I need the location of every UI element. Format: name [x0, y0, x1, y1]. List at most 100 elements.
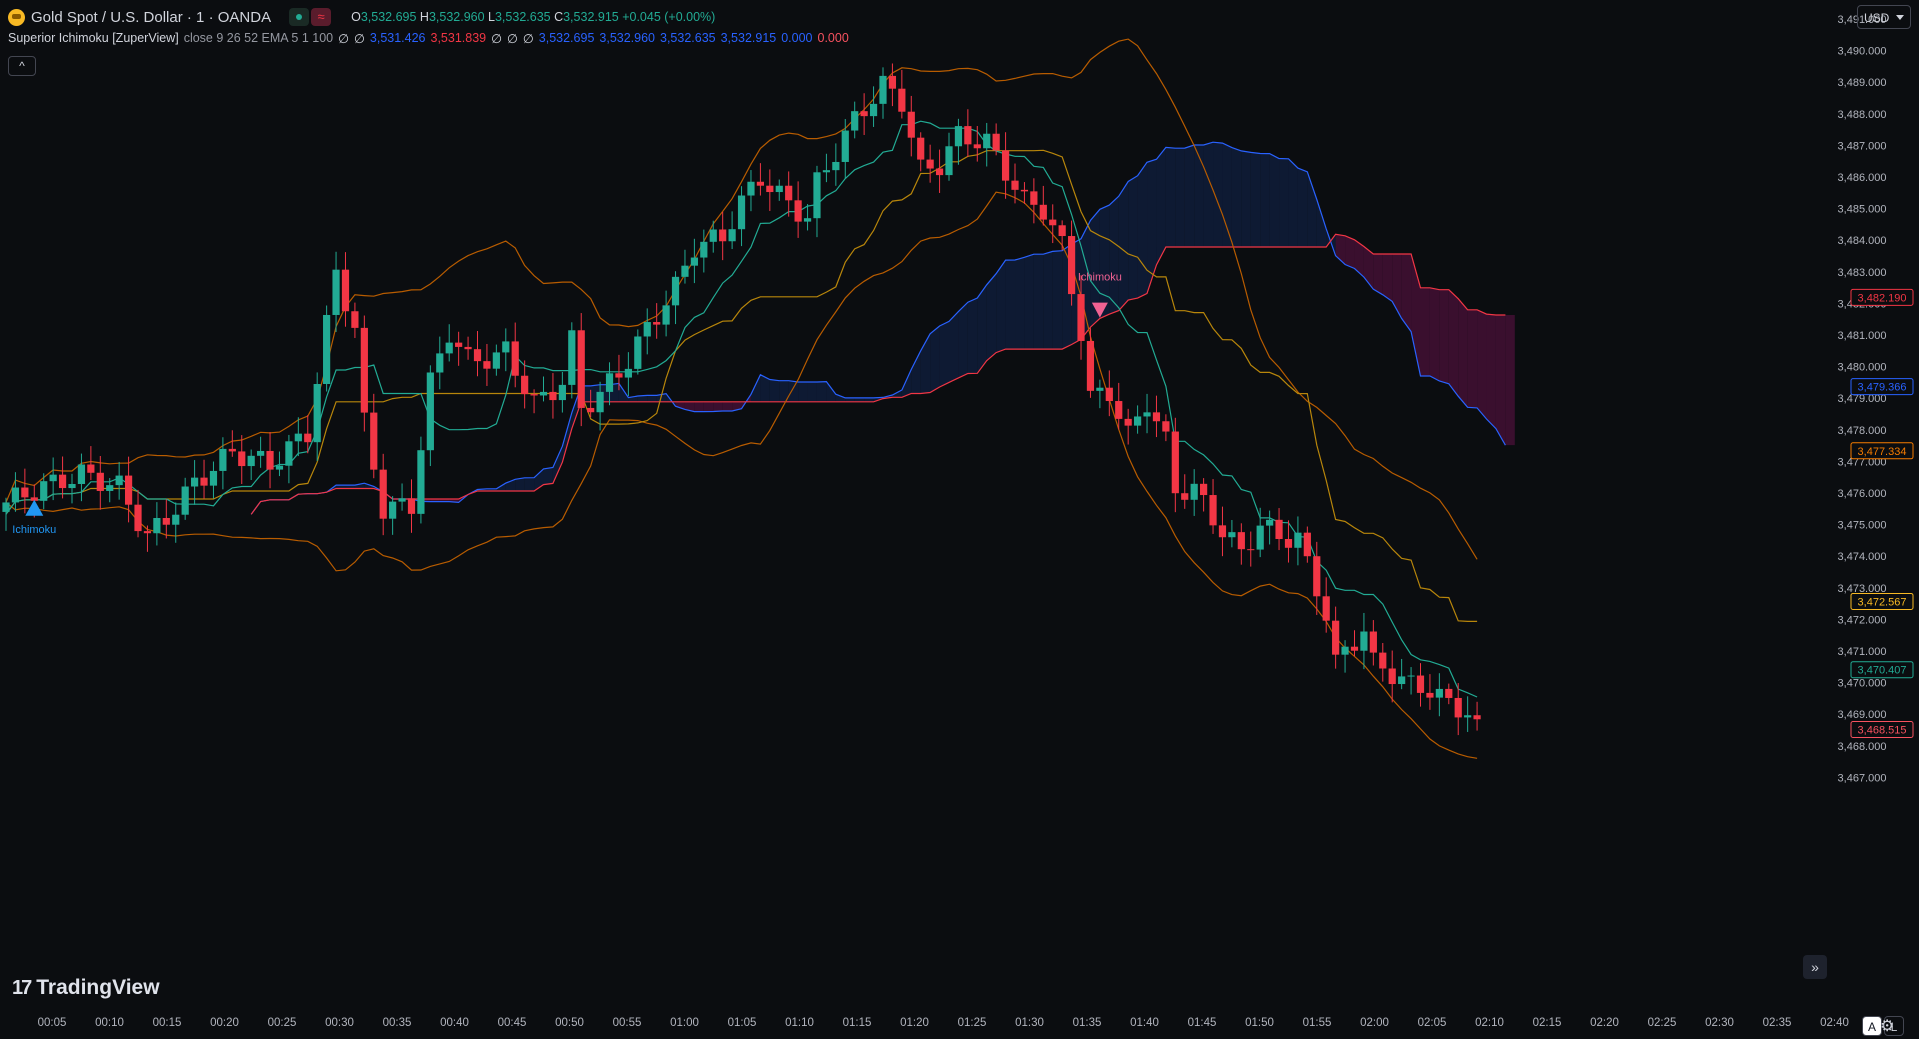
indicator-values: ∅ ∅ 3,531.426 3,531.839 ∅ ∅ ∅ 3,532.695 3,532.96… — [338, 31, 849, 46]
candle-body — [511, 341, 519, 376]
cloud-segment — [750, 374, 761, 402]
candle-body — [860, 111, 868, 117]
cloud-segment — [826, 381, 836, 402]
candle-body — [1049, 219, 1057, 226]
cloud-segment — [996, 260, 1006, 353]
cloud-segment — [1213, 142, 1223, 247]
open-value: 3,532.695 — [360, 10, 417, 24]
price-label: 3,468.515 — [1858, 724, 1907, 736]
market-status-pill[interactable]: ≈ — [289, 8, 332, 26]
lower-band — [5, 191, 1478, 759]
candle-body — [935, 168, 944, 176]
cloud-segment — [684, 401, 695, 412]
y-tick-label: 3,469.000 — [1838, 709, 1887, 721]
candle-body — [605, 373, 614, 392]
cloud-segment — [1495, 315, 1506, 446]
candle-body — [785, 185, 793, 201]
candle-body — [766, 185, 774, 193]
cloud-segment — [1015, 257, 1025, 350]
indicator-legend[interactable]: Superior Ichimoku [ZuperView] close 9 26… — [8, 31, 849, 46]
cloud-segment — [1316, 199, 1327, 247]
indicator-value: 3,531.839 — [430, 31, 487, 45]
high-value: 3,532.960 — [428, 10, 485, 24]
candle-body — [1266, 519, 1274, 526]
y-tick-label: 3,480.000 — [1838, 362, 1887, 374]
candle-body — [964, 126, 972, 145]
cloud-segment — [779, 380, 789, 402]
candle-body — [1105, 387, 1113, 402]
candle-body — [1416, 675, 1425, 693]
y-tick-label: 3,490.000 — [1838, 46, 1887, 58]
candle-body — [389, 501, 397, 519]
candle-body — [1275, 519, 1283, 540]
cloud-segment — [1439, 289, 1449, 384]
cloud-segment — [713, 401, 723, 412]
cloud-segment — [637, 395, 648, 402]
collapse-legend-button[interactable]: ^ — [8, 56, 36, 76]
y-tick-label: 3,481.000 — [1838, 330, 1887, 342]
candle-body — [1313, 556, 1321, 597]
cloud-segment — [1297, 168, 1308, 247]
x-tick-label: 00:15 — [153, 1017, 182, 1029]
candle-body — [747, 181, 755, 196]
cloud-segment — [864, 397, 874, 402]
cloud-segment — [1354, 239, 1364, 278]
candle-body — [1435, 688, 1443, 698]
cloud-segment — [1128, 175, 1138, 301]
candle-body — [1115, 401, 1123, 419]
cloud-segment — [703, 401, 714, 412]
y-tick-label: 3,470.000 — [1838, 678, 1887, 690]
candle-body — [1181, 493, 1189, 500]
x-tick-label: 02:15 — [1533, 1017, 1562, 1029]
y-tick-label: 3,467.000 — [1838, 772, 1887, 784]
candle-body — [539, 391, 548, 396]
candle-body — [926, 159, 934, 169]
candle-body — [700, 241, 708, 258]
cloud-segment — [1005, 259, 1016, 350]
log-scale-button[interactable]: L — [1884, 1016, 1904, 1036]
time-axis[interactable]: 00:05 00:10 00:15 00:20 00:25 00:30 00:35 00:40… — [38, 1017, 1849, 1029]
candle-body — [558, 384, 566, 401]
cloud-segment — [949, 311, 959, 383]
currency-select[interactable]: USD — [1857, 5, 1911, 29]
ichimoku-cloud — [251, 142, 1515, 515]
candle-body — [455, 342, 463, 347]
price-axis[interactable]: 3,491.000 3,490.000 3,489.000 3,488.000 3,48… — [1838, 14, 1914, 784]
candle-body — [1162, 421, 1170, 432]
signals: Ichimoku Ichimoku — [12, 272, 1122, 536]
logo-text: TradingView — [36, 976, 160, 999]
candle-body — [1369, 631, 1377, 653]
symbol-title[interactable]: Gold Spot / U.S. Dollar · 1 · OANDA — [31, 8, 272, 26]
cloud-segment — [1118, 181, 1129, 311]
candle-body — [624, 368, 632, 378]
indicator-value: 0.000 — [781, 31, 813, 45]
cloud-segment — [769, 379, 780, 402]
x-tick-label: 02:05 — [1418, 1017, 1447, 1029]
candles — [2, 63, 1481, 736]
price-label-box — [1850, 720, 1914, 738]
candle-body — [11, 487, 20, 503]
x-tick-label: 00:35 — [383, 1017, 412, 1029]
settings-icon[interactable]: ⚙ — [1880, 1018, 1895, 1035]
x-tick-label: 01:20 — [900, 1017, 929, 1029]
candle-body — [851, 111, 859, 131]
cloud-segment — [1382, 254, 1393, 302]
candle-body — [275, 465, 284, 470]
cloud-segment — [835, 394, 846, 402]
cloud-segment — [1222, 143, 1232, 247]
candle-body — [58, 474, 67, 489]
cloud-segment — [816, 381, 827, 402]
x-tick-label: 02:25 — [1648, 1017, 1677, 1029]
candle-body — [266, 450, 274, 470]
cloud-segment — [1241, 150, 1251, 247]
indicator-name[interactable]: Superior Ichimoku [ZuperView] — [8, 31, 179, 45]
candle-body — [879, 75, 887, 104]
auto-scale-button[interactable]: A — [1862, 1016, 1882, 1036]
scroll-to-realtime-button[interactable]: » — [1803, 955, 1827, 979]
candle-body — [869, 103, 878, 117]
price-label-box — [1850, 592, 1914, 610]
tradingview-logo: 17 TradingView — [12, 976, 160, 1000]
x-tick-label: 01:50 — [1245, 1017, 1274, 1029]
x-tick-label: 01:25 — [958, 1017, 987, 1029]
